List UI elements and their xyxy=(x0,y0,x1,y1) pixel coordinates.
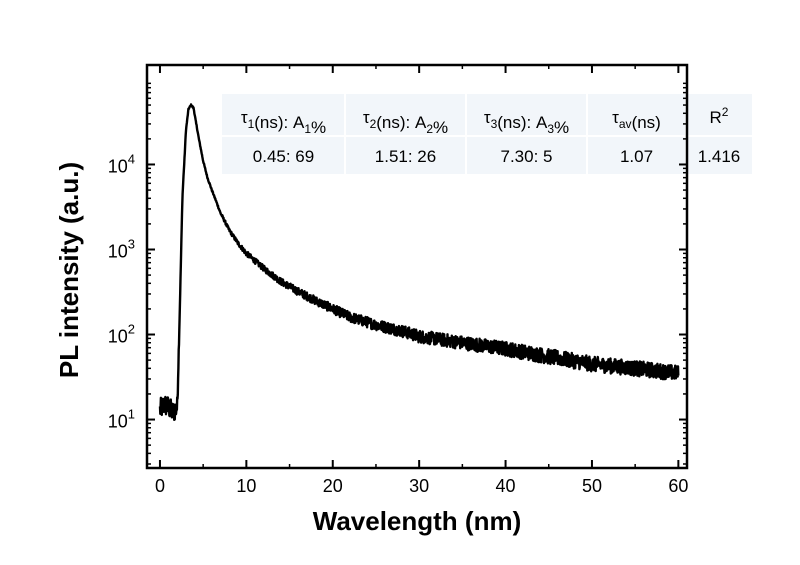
table-value-2: 1.51: 26 xyxy=(375,147,436,166)
series-layer xyxy=(158,103,680,421)
table-header-3: τ3(ns): A3% xyxy=(484,108,569,137)
x-tick-label: 50 xyxy=(582,476,602,496)
x-tick-label: 60 xyxy=(668,476,688,496)
x-tick-label: 10 xyxy=(236,476,256,496)
table-header-4: τav(ns) xyxy=(612,108,661,132)
x-tick-label: 0 xyxy=(155,476,165,496)
fit-parameter-table: τ1(ns): A1% τ2(ns): A2% τ3(ns): A3% τav(ns)… xyxy=(222,94,752,174)
series-line-1 xyxy=(158,103,680,421)
table-row-bg xyxy=(222,137,752,174)
y-tick-label: 104 xyxy=(108,151,135,176)
x-tick-label: 40 xyxy=(496,476,516,496)
table-header-5: R2 xyxy=(710,105,729,127)
x-tick-label: 20 xyxy=(323,476,343,496)
y-tick-label: 102 xyxy=(108,322,135,347)
table-value-4: 1.07 xyxy=(620,147,653,166)
table-value-5: 1.416 xyxy=(698,147,741,166)
table-header-bg xyxy=(222,94,752,135)
y-tick-label: 101 xyxy=(108,407,135,432)
x-tick-label: 30 xyxy=(409,476,429,496)
table-value-3: 7.30: 5 xyxy=(501,147,553,166)
y-tick-label: 103 xyxy=(108,236,135,261)
table-value-1: 0.45: 69 xyxy=(253,147,314,166)
y-axis-title: PL intensity (a.u.) xyxy=(54,162,84,378)
plot-frame xyxy=(145,63,689,470)
axes: 0 10 20 30 40 50 60 101 102 103 104 xyxy=(108,63,689,496)
x-axis-title: Wavelength (nm) xyxy=(313,506,521,536)
table-header-2: τ2(ns): A2% xyxy=(363,108,448,137)
table-header-1: τ1(ns): A1% xyxy=(241,108,326,137)
